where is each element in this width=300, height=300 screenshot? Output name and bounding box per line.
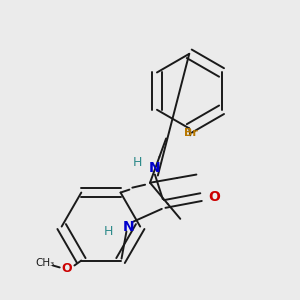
- Text: O: O: [208, 190, 220, 204]
- Text: H: H: [133, 156, 142, 169]
- Text: O: O: [61, 262, 72, 275]
- Text: H: H: [104, 225, 113, 238]
- Text: Br: Br: [184, 128, 198, 138]
- Text: CH₃: CH₃: [35, 259, 55, 269]
- Text: N: N: [123, 220, 134, 234]
- Text: N: N: [149, 161, 161, 175]
